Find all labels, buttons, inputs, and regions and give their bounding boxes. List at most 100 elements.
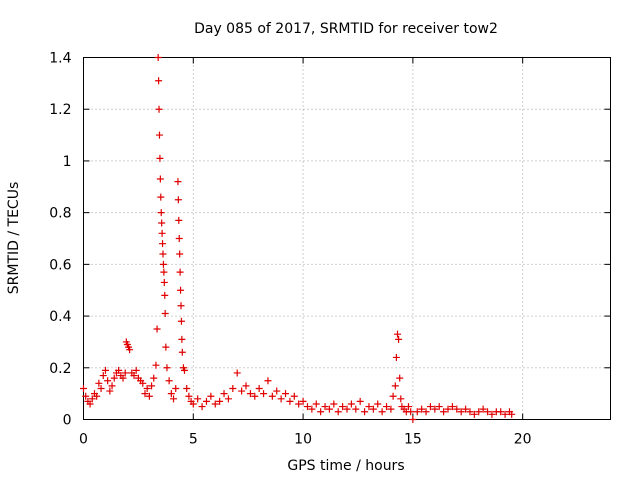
data-point <box>431 405 439 413</box>
y-tick-label: 0.4 <box>49 309 71 325</box>
data-point <box>303 403 311 411</box>
data-point <box>141 390 149 398</box>
data-point <box>158 219 166 227</box>
data-point <box>172 384 180 392</box>
x-axis-title: GPS time / hours <box>287 458 404 474</box>
data-point <box>161 291 169 299</box>
data-point <box>378 408 386 416</box>
data-point <box>255 384 263 392</box>
data-point <box>238 387 246 395</box>
data-point <box>224 395 232 403</box>
data-point <box>157 193 165 201</box>
data-point <box>97 384 105 392</box>
data-point <box>175 235 183 242</box>
data-point <box>86 400 94 408</box>
data-point <box>369 405 377 413</box>
data-point <box>161 309 169 317</box>
data-point <box>387 405 395 413</box>
data-point <box>282 390 290 398</box>
data-point <box>440 408 448 416</box>
data-point <box>189 400 197 408</box>
data-point <box>413 408 421 416</box>
data-point <box>268 392 276 400</box>
data-point <box>290 392 298 400</box>
data-point <box>159 240 167 248</box>
data-point <box>175 216 183 224</box>
data-point <box>470 410 478 418</box>
data-point <box>155 131 163 139</box>
data-point <box>395 335 403 343</box>
data-point <box>435 403 443 411</box>
data-point <box>156 154 164 162</box>
x-tick-label: 20 <box>514 432 532 448</box>
y-tick-label: 0.6 <box>49 257 71 273</box>
data-point <box>143 384 151 392</box>
data-point <box>145 392 153 400</box>
data-point <box>174 196 182 204</box>
data-point <box>202 397 210 405</box>
data-point <box>160 278 168 286</box>
data-point <box>325 405 333 413</box>
data-point <box>194 395 202 403</box>
y-tick-label: 1.2 <box>49 102 71 118</box>
chart-title: Day 085 of 2017, SRMTID for receiver tow… <box>194 21 498 37</box>
data-point <box>157 209 165 217</box>
data-point <box>198 403 206 411</box>
data-point <box>453 405 461 413</box>
data-point <box>273 387 281 395</box>
data-point <box>389 392 397 400</box>
data-point <box>409 416 417 423</box>
data-point <box>334 408 342 416</box>
data-point <box>312 400 320 408</box>
data-point <box>246 390 254 398</box>
y-tick-label: 1 <box>63 154 72 170</box>
data-point <box>110 374 118 382</box>
data-point <box>457 408 465 416</box>
data-point <box>178 335 186 343</box>
data-point <box>422 408 430 416</box>
data-point <box>361 408 369 416</box>
data-point <box>233 369 241 377</box>
data-point <box>391 382 399 390</box>
data-point <box>163 364 171 372</box>
data-point <box>462 405 470 413</box>
data-point <box>479 405 487 413</box>
data-point <box>251 392 259 400</box>
data-point <box>154 54 162 61</box>
data-point <box>484 408 492 416</box>
data-point <box>159 260 167 268</box>
data-point <box>167 390 175 398</box>
data-point <box>392 353 400 361</box>
data-point <box>220 390 228 398</box>
data-point <box>170 395 178 403</box>
data-point <box>488 410 496 418</box>
data-point <box>119 374 127 382</box>
data-point <box>497 408 505 416</box>
data-point <box>80 384 87 392</box>
data-point <box>115 366 123 374</box>
data-point <box>347 400 355 408</box>
data-point <box>277 395 285 403</box>
data-point <box>126 346 134 354</box>
y-tick-label: 1.4 <box>49 51 71 67</box>
data-point <box>176 250 184 258</box>
data-point <box>299 397 307 405</box>
data-point <box>394 330 402 338</box>
data-point <box>121 369 129 377</box>
data-point <box>418 405 426 413</box>
data-point <box>108 382 116 390</box>
data-point <box>339 403 347 411</box>
series-srmtid <box>80 54 516 423</box>
data-point <box>155 77 163 85</box>
data-point <box>181 366 189 374</box>
data-point <box>444 405 452 413</box>
data-point <box>106 387 114 395</box>
data-point <box>162 343 170 351</box>
data-point <box>156 175 164 183</box>
axis-ticks: 0 5 10 15 20 0 0.2 0.4 0.6 0.8 1 1.2 1.4 <box>49 51 611 448</box>
data-point <box>475 408 483 416</box>
data-point <box>242 382 250 390</box>
plot-frame <box>83 57 611 420</box>
data-point <box>365 403 373 411</box>
